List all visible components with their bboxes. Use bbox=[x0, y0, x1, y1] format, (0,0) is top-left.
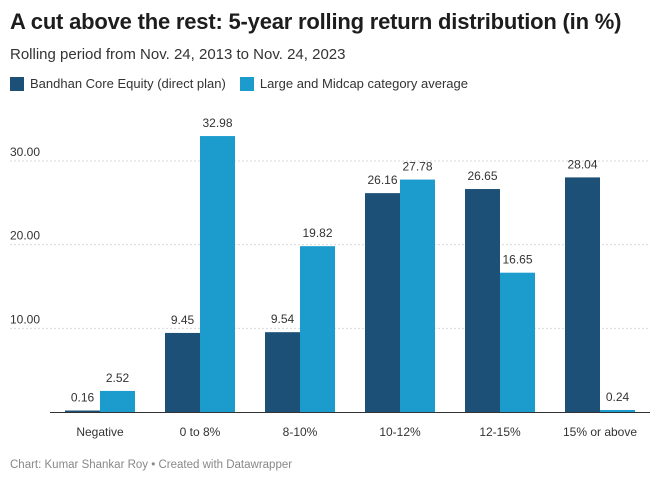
bar-series-1 bbox=[165, 332, 200, 412]
x-tick-label: 0 to 8% bbox=[180, 425, 221, 439]
bar-series-2 bbox=[600, 409, 635, 412]
bar-series-1 bbox=[65, 410, 100, 412]
bar-series-2 bbox=[400, 179, 435, 412]
x-axis: Negative 0 to 8% 8-10% 10-12% 12-15% 15% or a… bbox=[50, 412, 650, 439]
bar-series-1 bbox=[465, 189, 500, 412]
value-label: 16.65 bbox=[502, 253, 532, 267]
bars bbox=[65, 136, 635, 413]
bar-series-2 bbox=[100, 390, 135, 412]
value-label: 9.54 bbox=[271, 312, 295, 326]
value-label: 26.65 bbox=[467, 169, 497, 183]
y-tick-label: 20.00 bbox=[10, 229, 40, 243]
x-tick-label: Negative bbox=[76, 425, 124, 439]
legend-item-series-2: Large and Midcap category average bbox=[239, 76, 468, 91]
bar-series-1 bbox=[565, 177, 600, 412]
bar-series-1 bbox=[265, 332, 300, 412]
value-label: 19.82 bbox=[302, 226, 332, 240]
legend: Bandhan Core Equity (direct plan) Large … bbox=[10, 76, 482, 91]
y-axis: 10.00 20.00 30.00 bbox=[10, 145, 40, 326]
y-tick-label: 30.00 bbox=[10, 145, 40, 159]
chart-footer: Chart: Kumar Shankar Roy • Created with … bbox=[10, 459, 293, 471]
x-tick-label: 10-12% bbox=[379, 425, 421, 439]
chart-subtitle: Rolling period from Nov. 24, 2013 to Nov… bbox=[10, 46, 346, 63]
value-label: 27.78 bbox=[402, 160, 432, 174]
value-label: 26.16 bbox=[367, 173, 397, 187]
chart-title: A cut above the rest: 5-year rolling ret… bbox=[10, 9, 622, 34]
y-tick-label: 10.00 bbox=[10, 312, 40, 326]
value-label: 0.16 bbox=[71, 391, 95, 405]
value-label: 9.45 bbox=[171, 313, 195, 327]
value-labels: 0.16 2.52 9.45 32.98 9.54 19.82 26.16 27.78 26.6… bbox=[71, 116, 630, 404]
value-label: 2.52 bbox=[106, 371, 130, 385]
legend-item-series-1: Bandhan Core Equity (direct plan) bbox=[10, 76, 226, 91]
value-label: 32.98 bbox=[202, 116, 232, 130]
bar-series-2 bbox=[200, 136, 235, 413]
legend-swatch-series-2 bbox=[239, 76, 254, 91]
bar-series-2 bbox=[500, 272, 535, 412]
value-label: 0.24 bbox=[606, 390, 630, 404]
value-label: 28.04 bbox=[567, 157, 597, 171]
x-tick-label: 12-15% bbox=[479, 425, 521, 439]
x-tick-label: 8-10% bbox=[283, 425, 318, 439]
bar-series-2 bbox=[300, 246, 335, 412]
bar-series-1 bbox=[365, 193, 400, 412]
legend-swatch-series-1 bbox=[10, 76, 24, 91]
legend-label-series-2: Large and Midcap category average bbox=[259, 76, 468, 91]
x-tick-label: 15% or above bbox=[563, 425, 637, 439]
legend-label-series-1: Bandhan Core Equity (direct plan) bbox=[30, 76, 226, 91]
